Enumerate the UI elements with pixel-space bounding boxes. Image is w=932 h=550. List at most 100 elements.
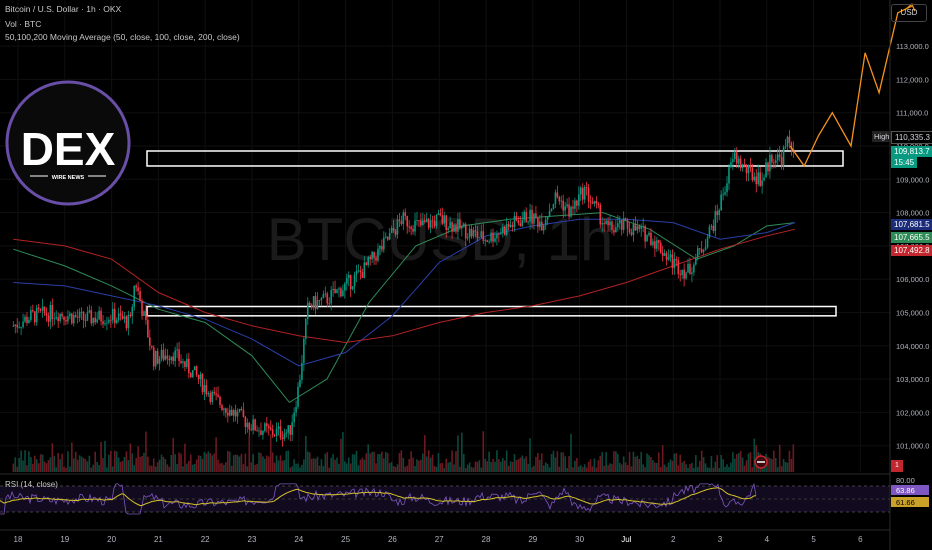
candle-body xyxy=(527,221,529,223)
candle-body xyxy=(332,288,334,291)
candle-body xyxy=(470,228,473,237)
volume-bar xyxy=(648,455,650,472)
candle-body xyxy=(560,200,563,202)
candle-body xyxy=(704,247,707,251)
logo-subtext: WIRE NEWS xyxy=(52,175,85,181)
volume-bar xyxy=(720,454,722,472)
candle-body xyxy=(735,152,738,164)
volume-bar xyxy=(365,453,368,472)
volume-bar xyxy=(357,465,360,472)
volume-bar xyxy=(661,445,664,472)
rsi-value-tag xyxy=(891,485,929,495)
candle-body xyxy=(519,223,522,226)
candle-body xyxy=(505,224,508,235)
price-tick-label: 104,000.0 xyxy=(896,342,929,351)
rsi-label[interactable]: RSI (14, close) xyxy=(5,480,58,489)
dex-logo: DEX WIRE NEWS xyxy=(5,80,131,206)
candle-body xyxy=(367,257,370,266)
ma-line[interactable]: 50,100,200 Moving Average (50, close, 10… xyxy=(5,32,240,42)
volume-bar xyxy=(745,460,748,472)
candle-body xyxy=(622,218,625,230)
candle-body xyxy=(461,226,463,229)
time-tick-label: 24 xyxy=(294,535,303,544)
volume-bar xyxy=(240,453,243,472)
candle-body xyxy=(531,209,533,224)
volume-bar xyxy=(84,458,87,472)
candle-body xyxy=(80,311,83,313)
candle-body xyxy=(706,237,709,248)
volume-bar xyxy=(102,458,104,472)
time-tick-label: 20 xyxy=(107,535,116,544)
candle-body xyxy=(365,262,368,266)
candle-body xyxy=(221,404,223,410)
volume-bar xyxy=(289,467,292,472)
volume-bar xyxy=(622,456,625,472)
volume-bar xyxy=(355,450,358,472)
candle-body xyxy=(539,221,541,228)
volume-bar xyxy=(184,443,186,472)
volume-bar xyxy=(149,465,151,472)
candle-body xyxy=(773,162,775,164)
volume-bar xyxy=(344,461,346,472)
candle-body xyxy=(501,226,504,234)
time-tick-label: 22 xyxy=(201,535,210,544)
candle-body xyxy=(457,219,459,232)
candle-body xyxy=(297,386,299,407)
candle-body xyxy=(264,423,266,431)
volume-bar xyxy=(763,467,765,472)
volume-bar xyxy=(51,443,54,472)
volume-bar xyxy=(537,452,539,472)
volume-bar xyxy=(679,454,682,472)
volume-bar xyxy=(410,451,412,472)
volume-line[interactable]: Vol · BTC xyxy=(5,19,42,29)
candle-body xyxy=(291,422,293,435)
volume-bar xyxy=(246,466,249,472)
volume-bar xyxy=(529,438,531,472)
volume-bar xyxy=(186,463,188,472)
candle-body xyxy=(242,410,245,417)
volume-bar xyxy=(447,462,449,472)
candle-body xyxy=(420,220,422,226)
volume-bar xyxy=(168,466,171,472)
candle-body xyxy=(404,212,407,217)
volume-bar xyxy=(291,466,293,472)
candle-body xyxy=(603,223,605,224)
candle-body xyxy=(570,206,572,217)
symbol-line[interactable]: Bitcoin / U.S. Dollar · 1h · OKX xyxy=(5,4,122,14)
volume-bar xyxy=(461,432,463,472)
candle-body xyxy=(562,200,565,211)
candle-body xyxy=(533,213,535,224)
candle-body xyxy=(712,225,715,231)
volume-bar xyxy=(347,457,350,472)
candle-body xyxy=(18,327,20,328)
price-tick-label: 106,000.0 xyxy=(896,275,929,284)
candle-body xyxy=(568,204,570,217)
price-tag: 107,665.5 xyxy=(891,232,932,243)
volume-bar xyxy=(404,466,407,472)
candle-body xyxy=(509,224,512,227)
currency-button[interactable]: USD xyxy=(891,4,927,22)
volume-bar xyxy=(753,438,756,472)
volume-bar xyxy=(560,452,563,472)
volume-bar xyxy=(494,461,496,472)
volume-bar xyxy=(336,457,338,472)
candle-body xyxy=(84,320,87,321)
volume-bar xyxy=(242,464,245,472)
volume-bar xyxy=(189,454,192,472)
volume-bar xyxy=(388,463,391,472)
volume-bar xyxy=(287,450,290,472)
zone-support xyxy=(146,305,837,317)
volume-bar xyxy=(741,457,744,472)
volume-bar xyxy=(646,453,648,472)
candle-body xyxy=(654,241,656,249)
candle-body xyxy=(751,168,754,181)
candle-body xyxy=(293,412,295,423)
price-tick-label: 109,000.0 xyxy=(896,175,929,184)
volume-bar xyxy=(74,451,77,472)
candle-body xyxy=(71,313,73,324)
candle-body xyxy=(90,310,93,324)
candle-body xyxy=(111,308,114,321)
volume-bar xyxy=(696,466,699,472)
